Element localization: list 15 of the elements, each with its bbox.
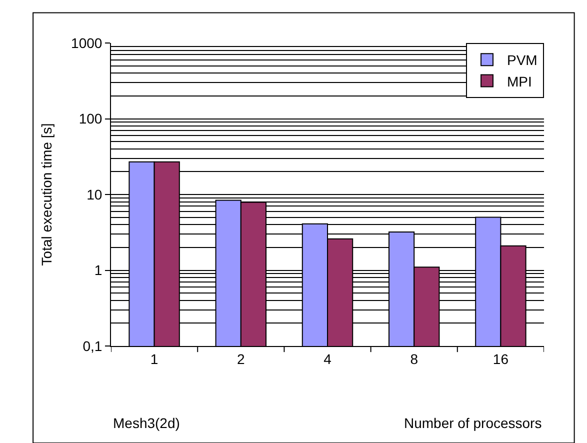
y-axis-title: Total execution time [s] [38, 123, 55, 266]
text: Mesh3(2d) [113, 415, 180, 431]
y-tick-label: 100 [78, 110, 102, 127]
x-tick-label: 16 [492, 350, 509, 367]
y-tick-label: 0,1 [82, 338, 102, 354]
legend-label: PVM [507, 52, 538, 68]
x-tick-label: 8 [410, 350, 418, 367]
y-tick-label: 10 [86, 186, 102, 202]
y-tick-label: 1 [94, 262, 102, 278]
x-tick-label: 1 [150, 350, 158, 367]
legend-label: MPI [507, 73, 532, 90]
x-axis-title: Number of processors [404, 415, 542, 431]
y-tick-label: 1000 [71, 34, 102, 51]
x-tick-label: 2 [237, 350, 245, 367]
x-tick-label: 4 [324, 350, 332, 367]
